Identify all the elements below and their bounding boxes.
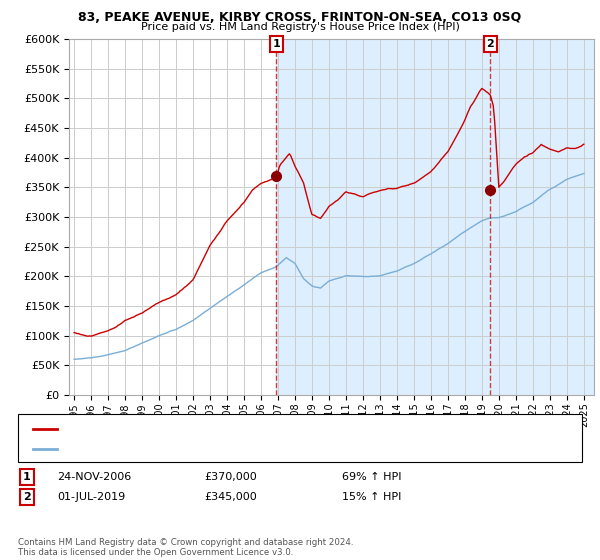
Text: 01-JUL-2019: 01-JUL-2019 (57, 492, 125, 502)
Bar (276, 39, 594, 395)
Text: 24-NOV-2006: 24-NOV-2006 (57, 472, 131, 482)
Text: £345,000: £345,000 (204, 492, 257, 502)
Text: Price paid vs. HM Land Registry's House Price Index (HPI): Price paid vs. HM Land Registry's House … (140, 22, 460, 32)
Text: 83, PEAKE AVENUE, KIRBY CROSS, FRINTON-ON-SEA, CO13 0SQ: 83, PEAKE AVENUE, KIRBY CROSS, FRINTON-O… (79, 11, 521, 24)
Text: 1: 1 (23, 472, 31, 482)
Text: £370,000: £370,000 (204, 472, 257, 482)
Text: HPI: Average price, detached house, Tendring: HPI: Average price, detached house, Tend… (63, 444, 301, 454)
Text: 69% ↑ HPI: 69% ↑ HPI (342, 472, 401, 482)
Text: 1: 1 (272, 39, 280, 49)
Text: 83, PEAKE AVENUE, KIRBY CROSS, FRINTON-ON-SEA, CO13 0SQ (detached house): 83, PEAKE AVENUE, KIRBY CROSS, FRINTON-O… (63, 424, 488, 433)
Text: 2: 2 (23, 492, 31, 502)
Text: Contains HM Land Registry data © Crown copyright and database right 2024.
This d: Contains HM Land Registry data © Crown c… (18, 538, 353, 557)
Text: 2: 2 (487, 39, 494, 49)
Text: 15% ↑ HPI: 15% ↑ HPI (342, 492, 401, 502)
